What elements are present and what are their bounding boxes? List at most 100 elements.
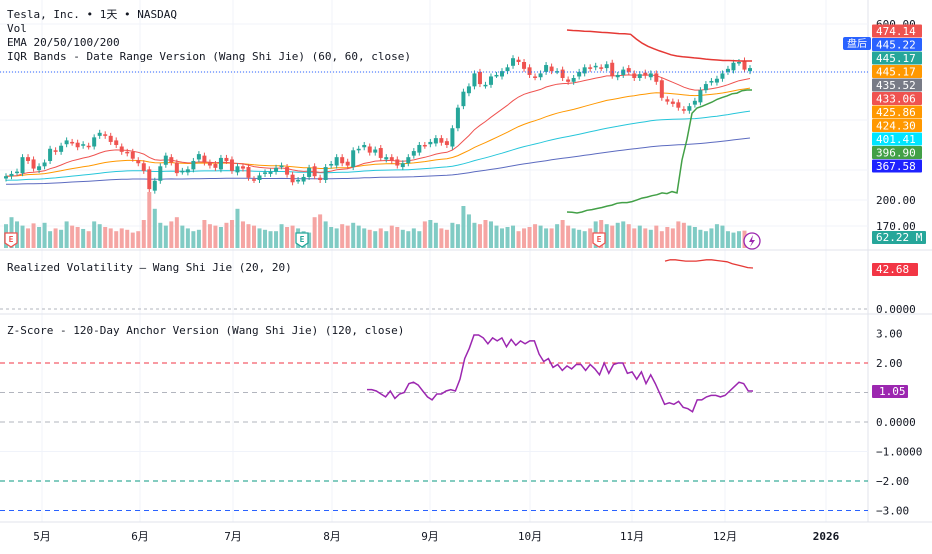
volume-bar bbox=[180, 225, 185, 248]
candle-body bbox=[37, 166, 42, 171]
zscore-axis-tick: −3.00 bbox=[876, 505, 909, 518]
price-tag-bg bbox=[872, 24, 922, 38]
vol-indicator-label[interactable]: Vol bbox=[7, 22, 27, 35]
iqr-indicator-label[interactable]: IQR Bands - Date Range Version (Wang Shi… bbox=[7, 50, 411, 63]
candle-body bbox=[125, 151, 130, 154]
candle-body bbox=[720, 73, 725, 79]
candle-body bbox=[307, 167, 312, 177]
volume-bar bbox=[439, 228, 444, 248]
ema-indicator-label[interactable]: EMA 20/50/100/200 bbox=[7, 36, 120, 49]
volume-bar bbox=[202, 220, 207, 248]
volume-bar bbox=[240, 221, 245, 248]
candle-body bbox=[26, 157, 31, 161]
volume-bar bbox=[86, 231, 91, 248]
volume-bar bbox=[174, 217, 179, 248]
volume-bar bbox=[75, 227, 80, 248]
volume-bar bbox=[53, 228, 58, 248]
volume-bar bbox=[37, 227, 42, 248]
volume-bar bbox=[604, 224, 609, 248]
candle-body bbox=[588, 67, 593, 69]
candle-body bbox=[643, 72, 648, 76]
candle-body bbox=[196, 154, 201, 160]
volume-bar bbox=[455, 224, 460, 248]
volume-bar bbox=[42, 222, 47, 248]
lightning-icon-glyph bbox=[749, 235, 755, 247]
volume-bar bbox=[577, 229, 582, 248]
volume-bar bbox=[252, 225, 256, 248]
volume-bar bbox=[389, 225, 394, 248]
earnings-badge bbox=[295, 232, 309, 248]
candle-body bbox=[511, 58, 516, 66]
volume-bar bbox=[659, 231, 664, 248]
candle-body bbox=[725, 68, 730, 72]
candle-body bbox=[538, 73, 543, 78]
volume-bar bbox=[329, 227, 334, 248]
candle-body bbox=[692, 100, 697, 105]
price-tag: 445.17 bbox=[872, 51, 922, 65]
candle-body bbox=[466, 86, 471, 94]
volume-bar bbox=[48, 231, 53, 248]
candle-body bbox=[417, 144, 422, 153]
price-tick: 170.00 bbox=[876, 220, 916, 233]
volume-bar bbox=[119, 228, 124, 248]
candle-body bbox=[488, 76, 493, 85]
candle-body bbox=[70, 141, 75, 144]
candle-body bbox=[522, 62, 527, 69]
candle-body bbox=[301, 176, 306, 182]
zscore-indicator-label[interactable]: Z-Score - 120-Day Anchor Version (Wang S… bbox=[7, 324, 405, 337]
volume-bar bbox=[632, 228, 637, 248]
time-axis-label: 6月 bbox=[131, 530, 149, 543]
price-tag-bg bbox=[872, 119, 922, 132]
candle-body bbox=[406, 157, 411, 164]
volume-bar bbox=[692, 227, 697, 248]
candle-body bbox=[180, 170, 185, 173]
volume-bar bbox=[527, 227, 532, 248]
candle-body bbox=[472, 73, 477, 87]
candle-body bbox=[323, 167, 328, 180]
price-tick: 200.00 bbox=[876, 194, 916, 207]
volume-bar bbox=[384, 231, 389, 248]
volume-bar bbox=[26, 228, 31, 248]
volume-bar bbox=[500, 228, 504, 248]
volume-bar bbox=[555, 224, 560, 248]
volume-bar bbox=[698, 229, 703, 248]
candle-body bbox=[621, 69, 626, 75]
price-tag-bg bbox=[872, 78, 922, 92]
candle-body bbox=[141, 163, 146, 171]
candle-body bbox=[450, 128, 455, 147]
earnings-marker: E bbox=[592, 232, 606, 248]
volume-bar bbox=[97, 224, 102, 248]
price-tag: 396.90 bbox=[872, 146, 922, 160]
iqr-lower-line bbox=[566, 89, 752, 214]
rv-indicator-label[interactable]: Realized Volatility — Wang Shi Jie (20, … bbox=[7, 261, 292, 274]
symbol-title[interactable]: Tesla, Inc. • 1天 • NASDAQ bbox=[7, 8, 177, 21]
volume-bar bbox=[290, 225, 295, 248]
volume-bar bbox=[610, 225, 615, 248]
candle-body bbox=[714, 78, 719, 83]
candle-body bbox=[736, 62, 741, 64]
candle-body bbox=[48, 148, 53, 161]
volume-bar bbox=[411, 228, 416, 248]
volume-bar bbox=[637, 225, 642, 248]
candle-body bbox=[389, 157, 394, 161]
zscore-axis-tick: −1.0000 bbox=[876, 446, 922, 459]
price-tag-label: 445.22 bbox=[876, 39, 916, 52]
volume-bar bbox=[108, 228, 113, 248]
candle-body bbox=[4, 176, 8, 179]
candle-body bbox=[92, 137, 97, 147]
volume-bar bbox=[676, 221, 681, 248]
price-tag-bg bbox=[872, 65, 922, 78]
time-axis-label: 10月 bbox=[518, 530, 542, 543]
candle-body bbox=[224, 157, 229, 161]
volume-bar bbox=[141, 220, 146, 248]
zscore-axis-tick: −2.00 bbox=[876, 475, 909, 488]
volume-bar bbox=[687, 225, 692, 248]
candle-body bbox=[439, 138, 444, 143]
candle-body bbox=[59, 145, 64, 152]
candle-body bbox=[15, 171, 20, 174]
candle-body bbox=[582, 67, 587, 74]
price-tag: 367.58 bbox=[872, 159, 922, 173]
volume-bar bbox=[367, 229, 372, 248]
candle-body bbox=[709, 81, 714, 83]
